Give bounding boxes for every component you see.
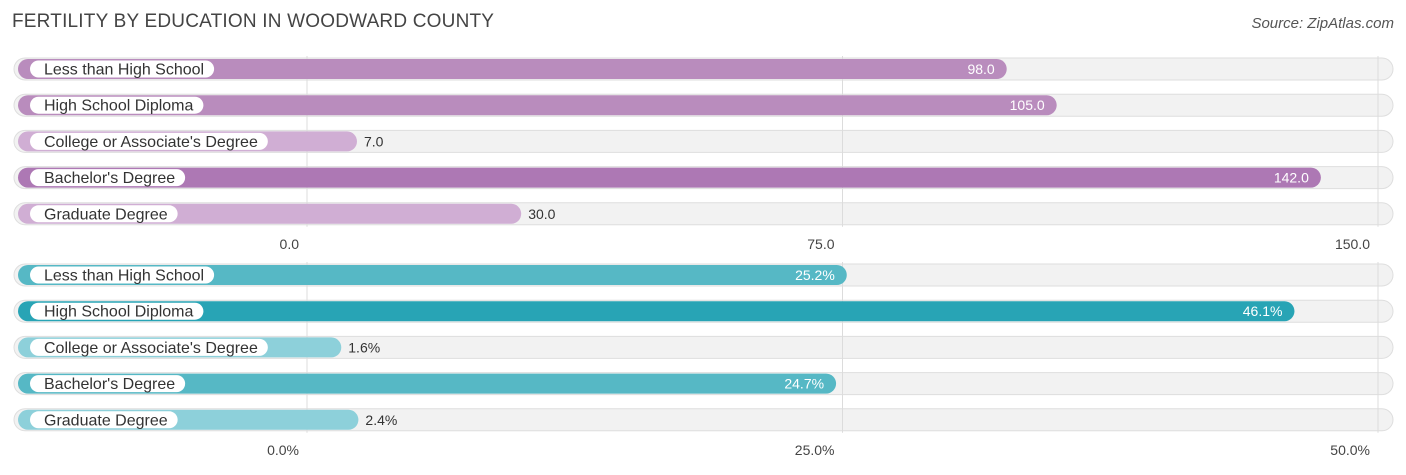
tick-label: 25.0% [795, 442, 835, 458]
chart-panel-1: Less than High School 98.0 High School Dip… [13, 56, 1394, 252]
value-label: 30.0 [528, 206, 555, 222]
bar [18, 373, 837, 394]
category-label-pill [30, 411, 178, 429]
value-label: 7.0 [364, 133, 384, 149]
bar [18, 301, 1295, 322]
category-label-pill [30, 60, 215, 78]
bar-track [13, 335, 1394, 359]
category-label-pill [30, 302, 204, 320]
bar-track [13, 129, 1394, 153]
category-label-pill [30, 375, 186, 393]
tick-label: 150.0 [1335, 236, 1370, 252]
category-label-pill [30, 266, 215, 284]
category-label: Less than High School [44, 268, 204, 285]
value-label: 1.6% [348, 339, 380, 355]
category-label: Bachelor's Degree [44, 170, 175, 187]
category-label-pill [30, 205, 178, 223]
category-label: Graduate Degree [44, 412, 168, 429]
bar-track [13, 408, 1394, 432]
bar [18, 95, 1057, 116]
category-label-pill [30, 338, 268, 356]
chart-source: Source: ZipAtlas.com [1251, 15, 1394, 32]
bar [18, 167, 1321, 188]
bar [18, 59, 1007, 79]
category-label: High School Diploma [44, 304, 194, 321]
value-label: 46.1% [1243, 303, 1283, 319]
category-label: Graduate Degree [44, 206, 168, 223]
value-label: 25.2% [795, 267, 835, 283]
category-label-pill [30, 96, 204, 114]
value-label: 105.0 [1010, 97, 1045, 113]
tick-label: 0.0 [280, 236, 300, 252]
value-label: 98.0 [967, 61, 994, 77]
chart-panel-2: Less than High School 25.2% High School Di… [13, 262, 1394, 458]
category-label: Bachelor's Degree [44, 376, 175, 393]
chart-title: FERTILITY BY EDUCATION IN WOODWARD COUNT… [12, 11, 495, 32]
value-label: 24.7% [784, 376, 824, 392]
category-label: College or Associate's Degree [44, 340, 258, 357]
category-label-pill [30, 169, 186, 187]
value-label: 2.4% [365, 412, 397, 428]
category-label: Less than High School [44, 62, 204, 79]
bar [18, 265, 847, 285]
category-label-pill [30, 132, 268, 150]
tick-label: 0.0% [267, 442, 299, 458]
tick-label: 75.0 [807, 236, 834, 252]
tick-label: 50.0% [1330, 442, 1370, 458]
value-label: 142.0 [1274, 170, 1309, 186]
category-label: High School Diploma [44, 98, 194, 115]
category-label: College or Associate's Degree [44, 134, 258, 151]
